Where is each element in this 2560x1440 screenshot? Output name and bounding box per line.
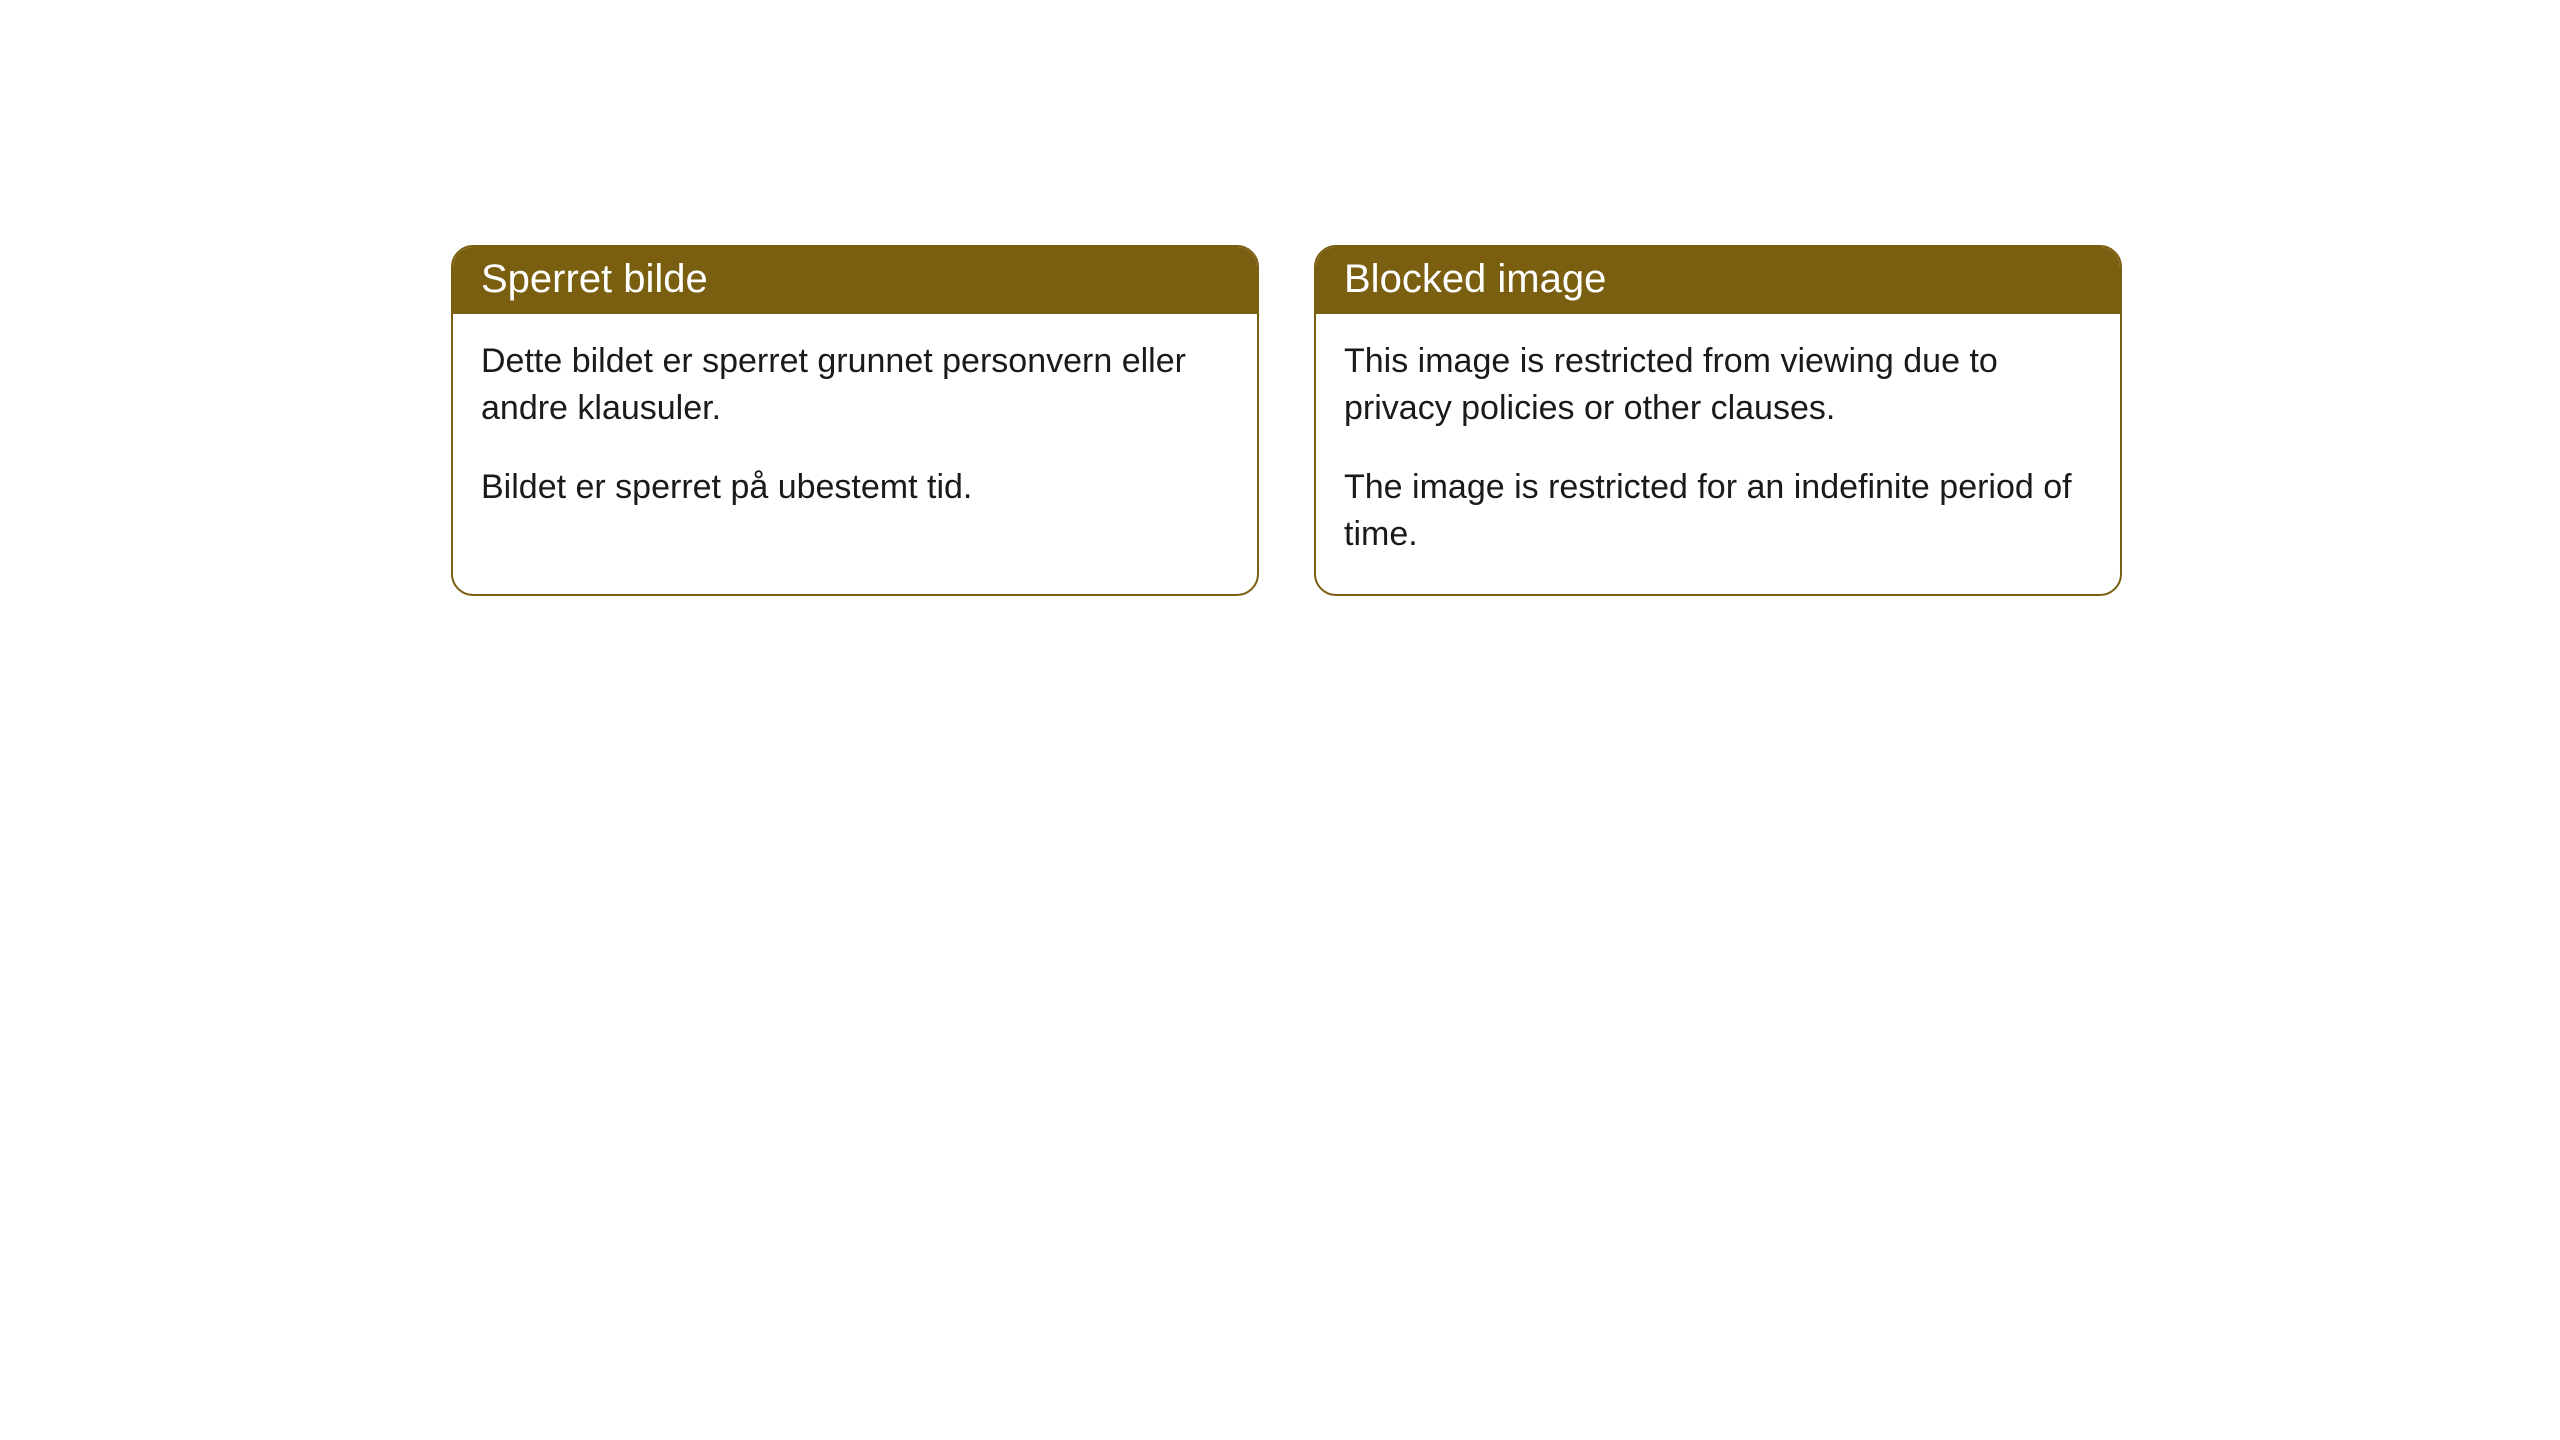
card-body-norwegian: Dette bildet er sperret grunnet personve… [453,314,1257,547]
card-paragraph: Bildet er sperret på ubestemt tid. [481,464,1229,511]
card-header-english: Blocked image [1316,247,2120,314]
card-paragraph: This image is restricted from viewing du… [1344,338,2092,432]
blocked-image-card-norwegian: Sperret bilde Dette bildet er sperret gr… [451,245,1259,596]
notice-cards-container: Sperret bilde Dette bildet er sperret gr… [0,0,2560,596]
blocked-image-card-english: Blocked image This image is restricted f… [1314,245,2122,596]
card-paragraph: The image is restricted for an indefinit… [1344,464,2092,558]
card-body-english: This image is restricted from viewing du… [1316,314,2120,594]
card-header-norwegian: Sperret bilde [453,247,1257,314]
card-paragraph: Dette bildet er sperret grunnet personve… [481,338,1229,432]
